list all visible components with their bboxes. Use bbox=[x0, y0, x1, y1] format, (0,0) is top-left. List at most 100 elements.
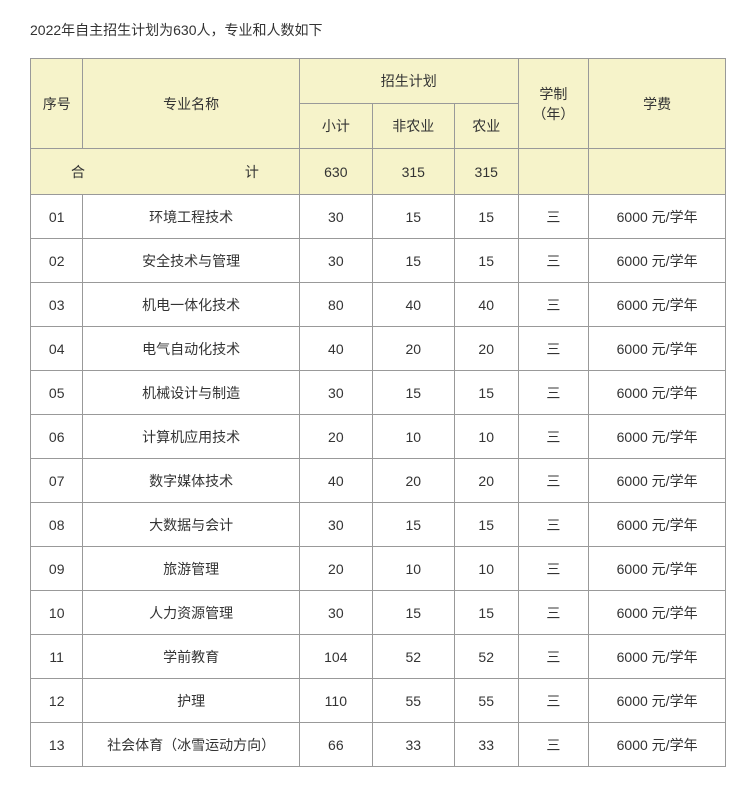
cell-years: 三 bbox=[518, 591, 589, 635]
cell-agri: 40 bbox=[454, 283, 518, 327]
cell-years: 三 bbox=[518, 327, 589, 371]
cell-major: 电气自动化技术 bbox=[83, 327, 299, 371]
cell-seq: 06 bbox=[31, 415, 83, 459]
cell-major: 数字媒体技术 bbox=[83, 459, 299, 503]
cell-seq: 01 bbox=[31, 195, 83, 239]
cell-agri: 52 bbox=[454, 635, 518, 679]
cell-fee: 6000 元/学年 bbox=[589, 503, 726, 547]
cell-non-agri: 15 bbox=[372, 503, 454, 547]
cell-years: 三 bbox=[518, 547, 589, 591]
cell-seq: 02 bbox=[31, 239, 83, 283]
cell-non-agri: 40 bbox=[372, 283, 454, 327]
cell-major: 旅游管理 bbox=[83, 547, 299, 591]
cell-agri: 15 bbox=[454, 503, 518, 547]
header-agri: 农业 bbox=[454, 104, 518, 149]
cell-seq: 08 bbox=[31, 503, 83, 547]
cell-subtotal: 30 bbox=[299, 591, 372, 635]
cell-fee: 6000 元/学年 bbox=[589, 547, 726, 591]
cell-major: 社会体育（冰雪运动方向） bbox=[83, 723, 299, 767]
cell-agri: 10 bbox=[454, 415, 518, 459]
header-years: 学制（年） bbox=[518, 59, 589, 149]
cell-major: 人力资源管理 bbox=[83, 591, 299, 635]
table-row: 10人力资源管理301515三6000 元/学年 bbox=[31, 591, 726, 635]
table-row: 08大数据与会计301515三6000 元/学年 bbox=[31, 503, 726, 547]
cell-non-agri: 52 bbox=[372, 635, 454, 679]
cell-non-agri: 15 bbox=[372, 195, 454, 239]
cell-subtotal: 20 bbox=[299, 415, 372, 459]
cell-major: 学前教育 bbox=[83, 635, 299, 679]
cell-non-agri: 10 bbox=[372, 415, 454, 459]
cell-non-agri: 10 bbox=[372, 547, 454, 591]
cell-subtotal: 66 bbox=[299, 723, 372, 767]
table-row: 01环境工程技术301515三6000 元/学年 bbox=[31, 195, 726, 239]
cell-major: 大数据与会计 bbox=[83, 503, 299, 547]
cell-fee: 6000 元/学年 bbox=[589, 635, 726, 679]
cell-years: 三 bbox=[518, 283, 589, 327]
header-subtotal: 小计 bbox=[299, 104, 372, 149]
cell-seq: 12 bbox=[31, 679, 83, 723]
total-fee bbox=[589, 149, 726, 195]
total-non-agri: 315 bbox=[372, 149, 454, 195]
cell-major: 机械设计与制造 bbox=[83, 371, 299, 415]
cell-subtotal: 80 bbox=[299, 283, 372, 327]
intro-text: 2022年自主招生计划为630人，专业和人数如下 bbox=[30, 20, 726, 40]
cell-years: 三 bbox=[518, 239, 589, 283]
cell-fee: 6000 元/学年 bbox=[589, 723, 726, 767]
cell-subtotal: 40 bbox=[299, 459, 372, 503]
table-row: 07数字媒体技术402020三6000 元/学年 bbox=[31, 459, 726, 503]
cell-subtotal: 30 bbox=[299, 503, 372, 547]
cell-non-agri: 20 bbox=[372, 459, 454, 503]
cell-major: 环境工程技术 bbox=[83, 195, 299, 239]
cell-seq: 09 bbox=[31, 547, 83, 591]
cell-agri: 33 bbox=[454, 723, 518, 767]
header-major: 专业名称 bbox=[83, 59, 299, 149]
total-subtotal: 630 bbox=[299, 149, 372, 195]
cell-subtotal: 30 bbox=[299, 195, 372, 239]
table-row: 12护理1105555三6000 元/学年 bbox=[31, 679, 726, 723]
cell-fee: 6000 元/学年 bbox=[589, 371, 726, 415]
enrollment-table: 序号 专业名称 招生计划 学制（年） 学费 小计 非农业 农业 合计 630 3… bbox=[30, 58, 726, 767]
cell-fee: 6000 元/学年 bbox=[589, 591, 726, 635]
table-row: 09旅游管理201010三6000 元/学年 bbox=[31, 547, 726, 591]
cell-non-agri: 33 bbox=[372, 723, 454, 767]
cell-non-agri: 20 bbox=[372, 327, 454, 371]
header-non-agri: 非农业 bbox=[372, 104, 454, 149]
cell-subtotal: 30 bbox=[299, 371, 372, 415]
cell-seq: 13 bbox=[31, 723, 83, 767]
cell-agri: 20 bbox=[454, 459, 518, 503]
cell-seq: 04 bbox=[31, 327, 83, 371]
cell-major: 安全技术与管理 bbox=[83, 239, 299, 283]
cell-subtotal: 110 bbox=[299, 679, 372, 723]
cell-agri: 15 bbox=[454, 195, 518, 239]
cell-fee: 6000 元/学年 bbox=[589, 327, 726, 371]
cell-years: 三 bbox=[518, 723, 589, 767]
cell-agri: 15 bbox=[454, 239, 518, 283]
table-row: 11学前教育1045252三6000 元/学年 bbox=[31, 635, 726, 679]
total-years bbox=[518, 149, 589, 195]
cell-subtotal: 104 bbox=[299, 635, 372, 679]
cell-years: 三 bbox=[518, 635, 589, 679]
cell-fee: 6000 元/学年 bbox=[589, 195, 726, 239]
cell-years: 三 bbox=[518, 195, 589, 239]
table-row: 03机电一体化技术804040三6000 元/学年 bbox=[31, 283, 726, 327]
cell-non-agri: 15 bbox=[372, 371, 454, 415]
cell-non-agri: 15 bbox=[372, 591, 454, 635]
cell-subtotal: 20 bbox=[299, 547, 372, 591]
cell-fee: 6000 元/学年 bbox=[589, 239, 726, 283]
cell-major: 护理 bbox=[83, 679, 299, 723]
header-fee: 学费 bbox=[589, 59, 726, 149]
cell-seq: 03 bbox=[31, 283, 83, 327]
total-agri: 315 bbox=[454, 149, 518, 195]
cell-seq: 05 bbox=[31, 371, 83, 415]
cell-fee: 6000 元/学年 bbox=[589, 415, 726, 459]
cell-years: 三 bbox=[518, 503, 589, 547]
cell-years: 三 bbox=[518, 415, 589, 459]
header-seq: 序号 bbox=[31, 59, 83, 149]
cell-agri: 15 bbox=[454, 371, 518, 415]
cell-seq: 07 bbox=[31, 459, 83, 503]
cell-years: 三 bbox=[518, 679, 589, 723]
table-row: 04电气自动化技术402020三6000 元/学年 bbox=[31, 327, 726, 371]
cell-fee: 6000 元/学年 bbox=[589, 459, 726, 503]
cell-agri: 55 bbox=[454, 679, 518, 723]
cell-agri: 20 bbox=[454, 327, 518, 371]
